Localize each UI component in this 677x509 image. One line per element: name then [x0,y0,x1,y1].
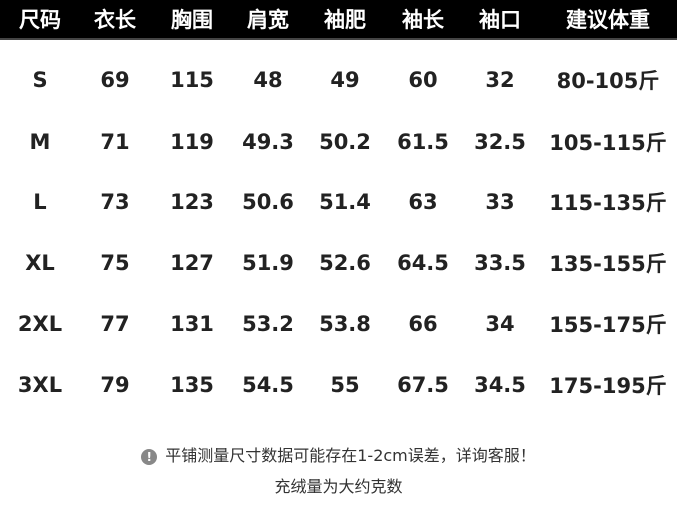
table-cell: 34.5 [474,373,526,397]
table-cell: 51.4 [319,190,371,214]
table-cell: 135-155斤 [549,252,667,276]
table-cell: 71 [100,130,130,154]
column-header: 尺码 [19,8,61,32]
table-cell: 33 [485,190,515,214]
table-cell: 67.5 [397,373,449,397]
table-cell: 49.3 [242,130,294,154]
table-cell: 131 [170,312,214,336]
table-cell: 69 [100,68,130,92]
table-cell: 115 [170,68,214,92]
table-cell: 66 [408,312,438,336]
size-label: XL [25,251,55,275]
table-cell: 53.8 [319,312,371,336]
size-label: M [29,130,51,154]
table-cell: 115-135斤 [549,191,667,215]
table-cell: 60 [408,68,438,92]
table-cell: 51.9 [242,251,294,275]
table-cell: 32.5 [474,130,526,154]
table-cell: 175-195斤 [549,374,667,398]
note-line-1: ! 平铺测量尺寸数据可能存在1-2cm误差，详询客服！ [0,442,677,466]
table-cell: 32 [485,68,515,92]
table-cell: 79 [100,373,130,397]
table-cell: 75 [100,251,130,275]
table-cell: 80-105斤 [556,69,660,93]
table-cell: 50.6 [242,190,294,214]
table-header: 尺码 衣长 胸围 肩宽 袖肥 袖长 袖口 建议体重 [0,0,677,40]
column-header: 肩宽 [247,8,289,32]
table-cell: 73 [100,190,130,214]
table-cell: 123 [170,190,214,214]
table-cell: 34 [485,312,515,336]
table-cell: 77 [100,312,130,336]
size-label: L [33,190,47,214]
table-cell: 105-115斤 [549,131,667,155]
column-header: 胸围 [171,8,213,32]
column-header: 建议体重 [566,8,650,32]
exclamation-circle-icon: ! [141,448,158,465]
table-cell: 119 [170,130,214,154]
table-cell: 53.2 [242,312,294,336]
column-header: 衣长 [94,8,136,32]
note-text-1: 平铺测量尺寸数据可能存在1-2cm误差，详询客服！ [165,446,536,465]
size-label: S [32,68,48,92]
table-cell: 33.5 [474,251,526,275]
table-cell: 127 [170,251,214,275]
size-label: 2XL [17,312,63,336]
table-cell: 49 [330,68,360,92]
table-cell: 61.5 [397,130,449,154]
note-line-2: 充绒量为大约克数 [0,473,677,497]
note-text-2: 充绒量为大约克数 [274,477,403,496]
column-header: 袖肥 [324,8,366,32]
table-cell: 55 [330,373,360,397]
table-cell: 52.6 [319,251,371,275]
column-header: 袖口 [479,8,521,32]
table-cell: 155-175斤 [549,313,667,337]
table-cell: 64.5 [397,251,449,275]
table-cell: 48 [253,68,283,92]
table-cell: 63 [408,190,438,214]
column-header: 袖长 [402,8,444,32]
size-label: 3XL [17,373,63,397]
table-cell: 54.5 [242,373,294,397]
table-cell: 50.2 [319,130,371,154]
table-cell: 135 [170,373,214,397]
